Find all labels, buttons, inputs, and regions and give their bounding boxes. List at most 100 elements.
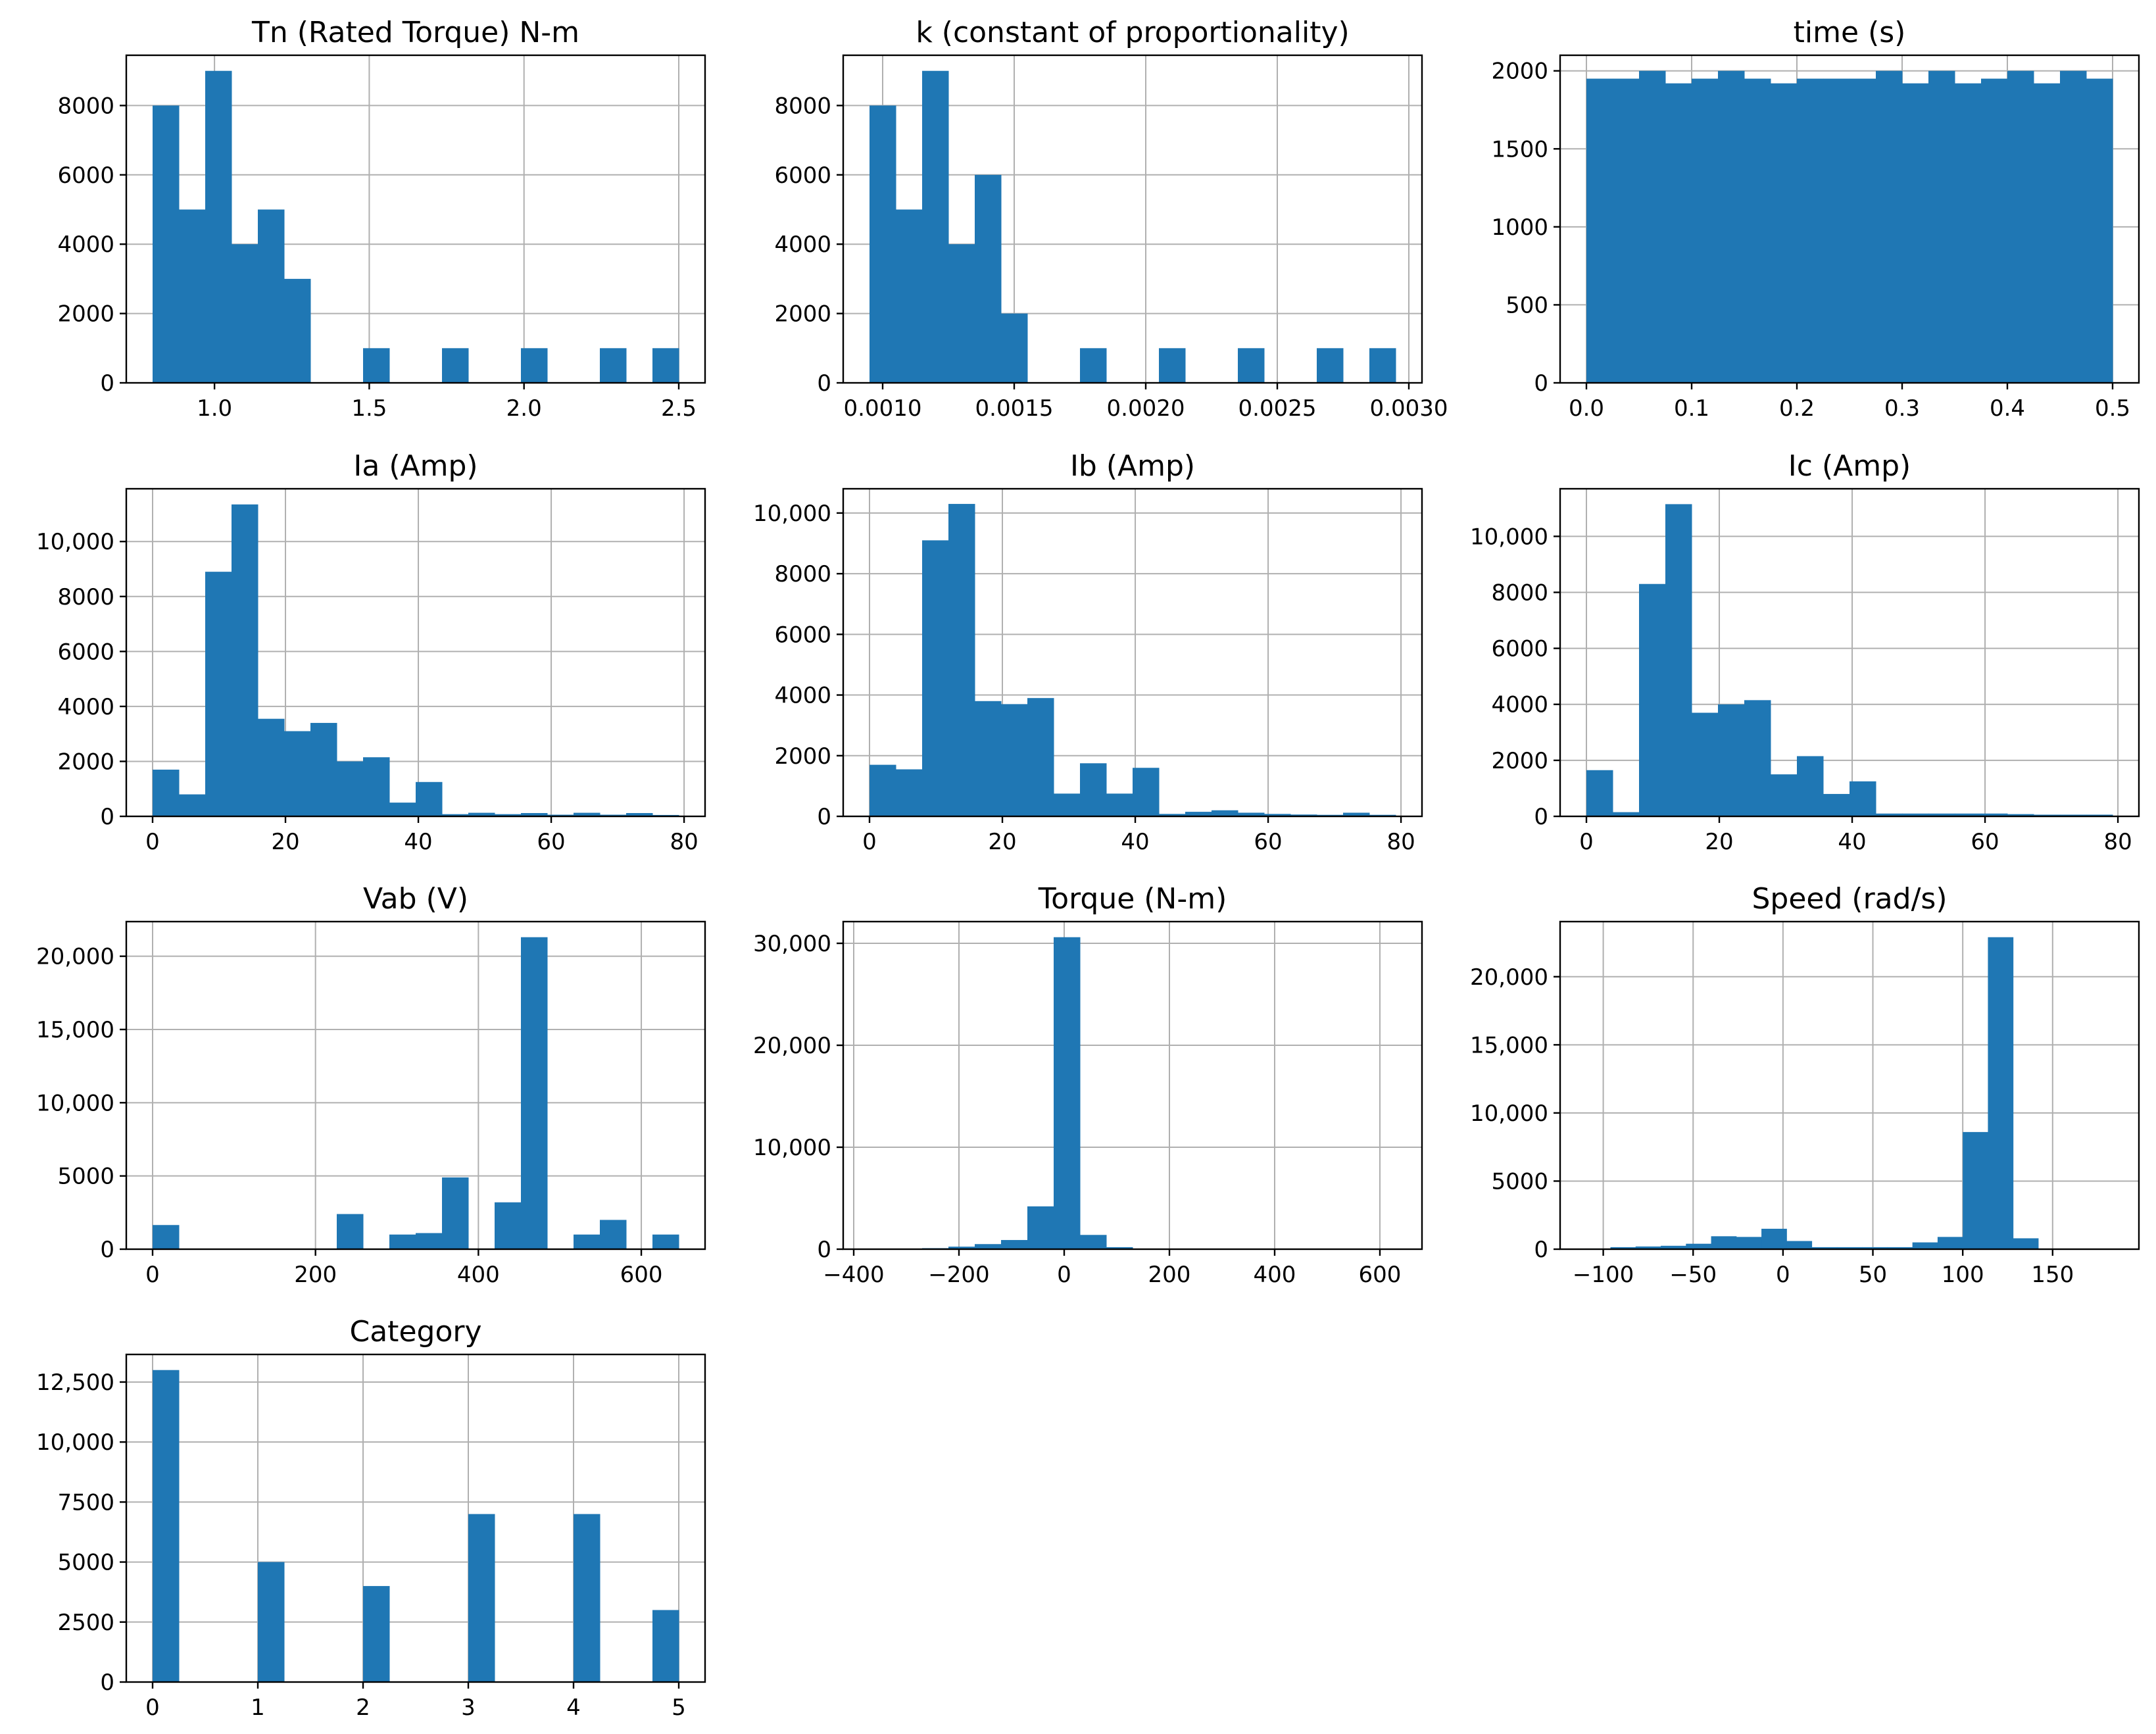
histogram-bar xyxy=(574,812,600,816)
axes-frame xyxy=(125,54,706,384)
histogram-bar xyxy=(547,814,574,816)
y-tick-label: 15,000 xyxy=(1470,1032,1548,1058)
y-tick-label: 6000 xyxy=(57,639,114,665)
histogram-bar xyxy=(600,814,627,816)
histogram-bar xyxy=(205,572,232,816)
histogram-bar xyxy=(1586,770,1613,816)
x-tick-label: 150 xyxy=(2031,1262,2074,1288)
histogram-bar xyxy=(1692,712,1719,816)
histogram-bar xyxy=(1317,348,1344,383)
histogram-bar xyxy=(179,794,206,816)
axes-frame xyxy=(842,920,1423,1251)
axes-frame xyxy=(1559,54,2140,384)
y-tick-label: 10,000 xyxy=(36,529,114,555)
y-tick-label: 500 xyxy=(1506,292,1548,318)
histogram-bar xyxy=(1797,78,1824,384)
histogram-bar xyxy=(1692,78,1719,384)
x-tick-label: 80 xyxy=(1386,829,1415,855)
x-tick-label: 20 xyxy=(1705,829,1733,855)
histogram-bar xyxy=(153,105,180,383)
y-tick-label: 8000 xyxy=(774,561,831,587)
x-tick-label: −200 xyxy=(928,1262,989,1288)
histogram-bar xyxy=(389,803,416,816)
histogram-bar xyxy=(1876,813,1903,816)
histogram-bar xyxy=(896,769,923,816)
histogram-bar xyxy=(337,1214,364,1249)
histogram-bar xyxy=(870,105,896,383)
x-tick-label: 400 xyxy=(457,1262,500,1288)
subplot-title: Vab (V) xyxy=(363,882,468,916)
y-tick-label: 6000 xyxy=(774,162,831,189)
histogram-bar xyxy=(495,814,522,816)
histogram-bar xyxy=(389,1234,416,1249)
subplot-title: Ib (Amp) xyxy=(1070,449,1195,483)
x-tick-label: 5 xyxy=(672,1695,686,1721)
y-tick-label: 12,500 xyxy=(36,1370,114,1396)
x-tick-label: 1 xyxy=(251,1695,265,1721)
y-tick-label: 2000 xyxy=(57,749,114,775)
histogram-bar xyxy=(626,812,653,816)
y-tick-label: 8000 xyxy=(57,93,114,119)
y-tick-label: 0 xyxy=(1534,1237,1548,1263)
histogram-bar xyxy=(521,812,548,816)
histogram-bar xyxy=(1955,83,1982,383)
x-tick-label: 0 xyxy=(1579,829,1594,855)
histogram-bar xyxy=(1613,78,1640,384)
histogram-bar xyxy=(416,1233,443,1249)
axes-frame xyxy=(1559,920,2140,1251)
subplot-title: Ia (Amp) xyxy=(353,449,478,483)
y-tick-label: 2000 xyxy=(1491,59,1548,85)
histogram-bar xyxy=(1912,1242,1938,1249)
histogram-bar xyxy=(2060,70,2087,383)
histogram-bar xyxy=(1823,793,1850,816)
y-tick-label: 8000 xyxy=(774,93,831,119)
y-tick-label: 1000 xyxy=(1491,214,1548,241)
histogram-bar xyxy=(652,348,679,383)
histogram-bar xyxy=(975,1244,1002,1249)
x-tick-label: 0.0020 xyxy=(1107,395,1185,422)
subplot-title: Ic (Amp) xyxy=(1788,449,1911,483)
histogram-bar xyxy=(975,701,1002,816)
histogram-bar xyxy=(258,209,285,383)
histogram-bar xyxy=(1212,810,1238,816)
histogram-bar xyxy=(1744,78,1771,384)
histogram-bar xyxy=(2034,83,2061,383)
histogram-bar xyxy=(153,1225,180,1249)
subplot-ia-amp: 0 20 40 60 80 0 2000 4000 6000 8000 10,000 Ia (Amp) xyxy=(36,449,706,855)
histogram-bar xyxy=(1823,78,1850,384)
histogram-bar xyxy=(1054,793,1081,816)
x-tick-label: 60 xyxy=(537,829,565,855)
subplot-torque-n-m: −400 −200 0 200 400 600 0 10,000 20,000 30,000 Tor… xyxy=(753,882,1423,1288)
y-tick-label: 10,000 xyxy=(36,1090,114,1116)
histogram-bar xyxy=(468,812,495,816)
subplot-ib-amp: 0 20 40 60 80 0 2000 4000 6000 8000 10,000 Ib (Amp) xyxy=(753,449,1423,855)
histogram-bar xyxy=(153,769,180,816)
histogram-bar xyxy=(1862,1247,1888,1249)
histogram-bar xyxy=(495,1202,522,1249)
histogram-bar xyxy=(153,1370,180,1682)
histogram-bar xyxy=(1850,781,1876,816)
y-tick-label: 0 xyxy=(817,1237,831,1263)
y-tick-label: 0 xyxy=(100,804,114,830)
histogram-bar xyxy=(1744,700,1771,816)
x-tick-label: 4 xyxy=(566,1695,581,1721)
axes-frame xyxy=(842,487,1423,818)
histogram-bar xyxy=(1876,70,1903,383)
y-tick-label: 5000 xyxy=(57,1164,114,1190)
x-tick-label: 100 xyxy=(1942,1262,1984,1288)
x-tick-label: 0.5 xyxy=(2095,395,2130,422)
y-tick-label: 4000 xyxy=(774,683,831,709)
histogram-bar xyxy=(310,722,337,816)
histogram-bar xyxy=(574,1514,600,1682)
subplot-ic-amp: 0 20 40 60 80 0 2000 4000 6000 8000 10,000 Ic (Amp) xyxy=(1470,449,2140,855)
x-tick-label: 0 xyxy=(1776,1262,1790,1288)
histogram-bar xyxy=(363,757,390,816)
subplot-title: Torque (N-m) xyxy=(1038,882,1227,916)
axes-frame xyxy=(1559,487,2140,818)
histogram-bar xyxy=(363,1586,390,1682)
x-tick-label: 50 xyxy=(1859,1262,1887,1288)
histogram-bar xyxy=(948,504,975,816)
y-tick-label: 0 xyxy=(1534,370,1548,397)
histogram-bar xyxy=(1001,1240,1028,1249)
histogram-bar xyxy=(1639,583,1666,816)
